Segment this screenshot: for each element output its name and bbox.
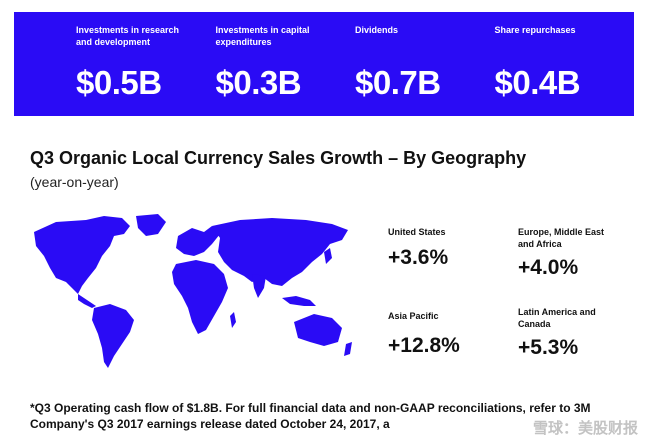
region-value: +3.6% bbox=[388, 246, 449, 269]
region-latin-america-canada: Latin America and Canada +5.3% bbox=[518, 306, 608, 360]
south-america-shape bbox=[92, 304, 134, 368]
world-map-icon bbox=[34, 214, 352, 368]
metric-share-repurchases: Share repurchases $0.4B bbox=[495, 12, 635, 116]
region-label: Latin America and Canada bbox=[518, 307, 596, 329]
europe-shape bbox=[176, 226, 220, 256]
region-emea: Europe, Middle East and Africa +4.0% bbox=[518, 226, 618, 280]
region-asia-pacific: Asia Pacific +12.8% bbox=[388, 310, 528, 358]
region-label: Asia Pacific bbox=[388, 311, 439, 321]
section-title: Q3 Organic Local Currency Sales Growth –… bbox=[30, 148, 527, 168]
region-label: United States bbox=[388, 227, 446, 237]
new-zealand-shape bbox=[344, 342, 352, 356]
watermark: 雪球：美股财报 bbox=[532, 420, 638, 437]
metric-capex: Investments in capital expenditures $0.3… bbox=[216, 12, 356, 116]
greenland-shape bbox=[136, 214, 166, 236]
metric-value: $0.7B bbox=[355, 64, 441, 101]
metric-rd: Investments in research and development … bbox=[76, 12, 216, 116]
region-value: +12.8% bbox=[388, 334, 460, 357]
australia-shape bbox=[294, 314, 342, 346]
metric-value: $0.5B bbox=[76, 64, 162, 101]
metric-value: $0.4B bbox=[494, 64, 581, 101]
section-subtitle: (year-on-year) bbox=[30, 174, 119, 190]
investment-banner: Investments in research and development … bbox=[14, 12, 634, 116]
region-label: Europe, Middle East and Africa bbox=[518, 227, 605, 249]
metric-value: $0.3B bbox=[215, 64, 302, 101]
central-america-shape bbox=[78, 294, 96, 308]
japan-shape bbox=[324, 248, 332, 264]
metric-label: Investments in capital expenditures bbox=[215, 25, 310, 47]
indonesia-shape bbox=[282, 296, 316, 306]
north-america-shape bbox=[34, 216, 130, 294]
india-shape bbox=[252, 274, 266, 298]
madagascar-shape bbox=[230, 312, 236, 328]
metric-label: Dividends bbox=[355, 25, 399, 35]
metric-dividends: Dividends $0.7B bbox=[355, 12, 495, 116]
footnote: *Q3 Operating cash flow of $1.8B. For fu… bbox=[30, 401, 591, 431]
region-value: +5.3% bbox=[518, 336, 579, 359]
region-united-states: United States +3.6% bbox=[388, 226, 528, 270]
asia-shape bbox=[212, 218, 348, 286]
metric-label: Share repurchases bbox=[494, 25, 576, 35]
region-value: +4.0% bbox=[518, 256, 579, 279]
africa-shape bbox=[172, 260, 228, 334]
metric-label: Investments in research and development bbox=[76, 25, 180, 47]
